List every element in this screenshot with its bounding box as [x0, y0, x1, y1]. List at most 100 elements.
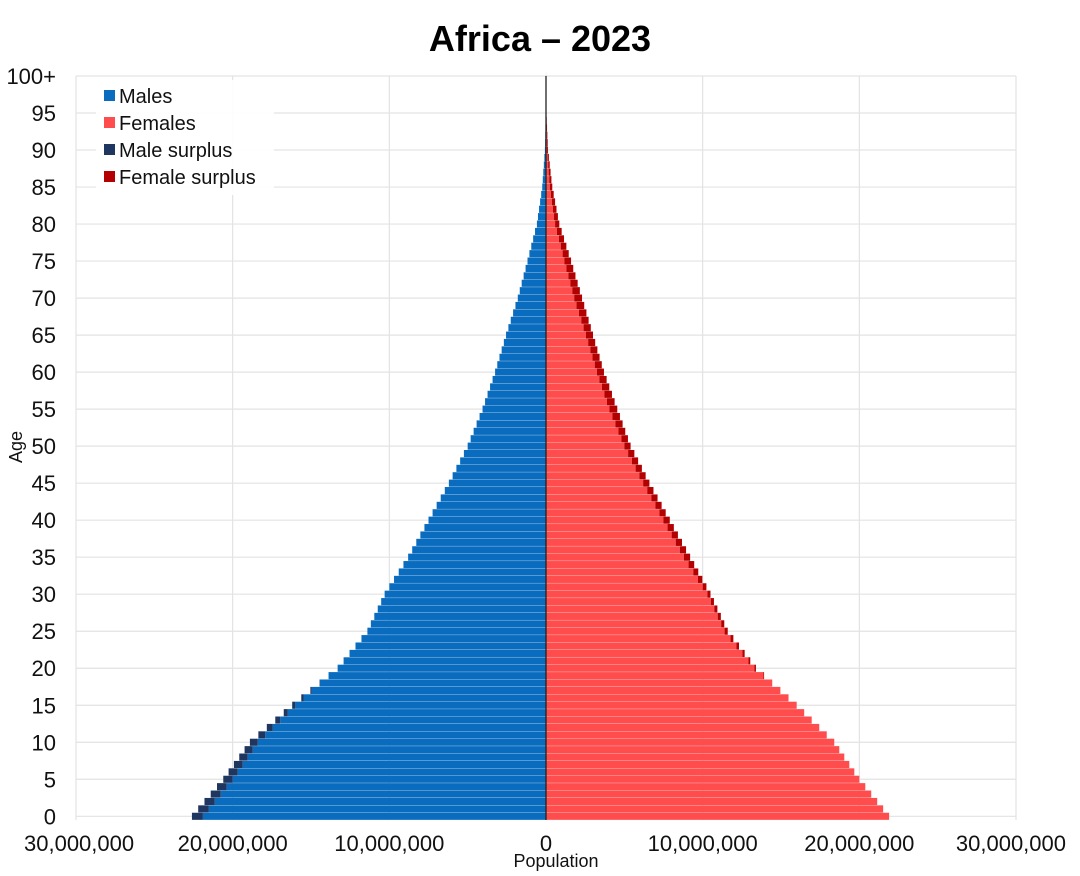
male-bar	[242, 760, 546, 769]
male-bar	[515, 301, 546, 310]
female-surplus-bar	[583, 324, 591, 332]
female-bar	[546, 805, 884, 813]
female-bar	[546, 227, 557, 236]
male-bar	[523, 272, 546, 280]
female-bar	[546, 694, 789, 702]
female-surplus-bar	[576, 301, 585, 310]
female-bar	[546, 257, 565, 265]
female-surplus-bar	[548, 168, 551, 176]
female-bar	[546, 264, 567, 273]
male-bar	[501, 346, 546, 354]
x-tick-label: 10,000,000	[334, 831, 444, 856]
female-surplus-bar	[550, 190, 554, 198]
female-surplus-bar	[546, 131, 548, 139]
male-bar	[328, 672, 546, 680]
female-surplus-bar	[655, 501, 662, 509]
female-surplus-bar	[568, 272, 576, 280]
female-surplus-bar	[615, 420, 623, 428]
female-bar	[546, 679, 773, 687]
y-tick-label: 95	[32, 101, 56, 126]
female-surplus-bar	[551, 198, 556, 206]
female-bar	[546, 753, 845, 761]
male-bar	[436, 501, 546, 509]
male-bar	[539, 205, 546, 213]
female-surplus-bar	[564, 257, 572, 265]
male-bar	[384, 590, 546, 598]
female-surplus-bar	[581, 316, 589, 324]
y-tick-label: 100+	[6, 64, 56, 89]
male-bar	[287, 709, 546, 717]
female-bar	[546, 383, 602, 391]
female-bar	[546, 797, 878, 806]
female-bar	[546, 746, 840, 754]
female-surplus-bar	[675, 538, 682, 546]
female-surplus-bar	[667, 524, 674, 532]
legend-background	[96, 80, 274, 195]
x-tick-label: 10,000,000	[648, 831, 758, 856]
female-surplus-bar	[592, 353, 600, 361]
female-bar	[546, 768, 855, 776]
male-surplus-bar	[191, 812, 203, 820]
male-bar	[237, 768, 546, 776]
male-bar	[247, 753, 546, 761]
female-bar	[546, 205, 553, 213]
male-bar	[257, 738, 546, 746]
female-bar	[546, 412, 613, 421]
male-surplus-bar	[223, 775, 233, 783]
male-surplus-bar	[258, 731, 266, 739]
x-tick-label: 30,000,000	[24, 831, 134, 856]
female-surplus-bar	[624, 442, 631, 450]
female-surplus-bar	[604, 390, 612, 398]
female-surplus-bar	[599, 375, 607, 384]
female-bar	[546, 442, 625, 450]
chart-title: Africa – 2023	[429, 18, 651, 59]
y-tick-label: 75	[32, 249, 56, 274]
female-surplus-bar	[702, 583, 707, 591]
female-bar	[546, 435, 622, 443]
male-surplus-bar	[198, 805, 209, 813]
female-bar	[546, 538, 676, 546]
female-bar	[546, 516, 664, 524]
y-tick-label: 5	[44, 767, 56, 792]
male-surplus-bar	[292, 701, 296, 709]
female-surplus-bar	[549, 183, 553, 191]
y-tick-label: 10	[32, 730, 56, 755]
female-bar	[546, 612, 718, 620]
female-bar	[546, 664, 755, 672]
female-surplus-bar	[643, 479, 650, 487]
female-surplus-bar	[736, 642, 740, 650]
x-tick-label: 20,000,000	[178, 831, 288, 856]
y-axis-label: Age	[6, 431, 26, 463]
male-bar	[487, 390, 546, 398]
female-bar	[546, 775, 860, 783]
male-surplus-bar	[244, 746, 253, 754]
female-surplus-bar	[647, 487, 654, 495]
male-bar	[529, 250, 546, 258]
y-tick-label: 60	[32, 360, 56, 385]
male-surplus-bar	[275, 716, 281, 724]
female-bar	[546, 272, 569, 280]
female-surplus-bar	[671, 531, 678, 539]
male-bar	[265, 731, 546, 739]
x-tick-labels: 30,000,000 20,000,000 10,000,000 0 10,000,00…	[24, 831, 1066, 856]
female-bar	[546, 279, 571, 287]
female-bar	[546, 450, 629, 458]
female-bar	[546, 605, 715, 613]
female-bar	[546, 250, 563, 258]
male-bar	[361, 635, 546, 643]
y-tick-label: 0	[44, 804, 56, 829]
male-bar	[527, 257, 546, 265]
male-bar	[479, 412, 546, 421]
female-bar	[546, 153, 548, 161]
female-bar	[546, 494, 652, 502]
female-surplus-bar	[683, 553, 691, 561]
female-surplus-bar	[554, 213, 558, 221]
legend-swatch	[104, 90, 115, 101]
male-bar	[428, 516, 546, 524]
female-bar	[546, 620, 722, 628]
male-bar	[432, 509, 546, 517]
male-bar	[531, 242, 546, 250]
female-bar	[546, 235, 559, 243]
female-bar	[546, 479, 644, 487]
